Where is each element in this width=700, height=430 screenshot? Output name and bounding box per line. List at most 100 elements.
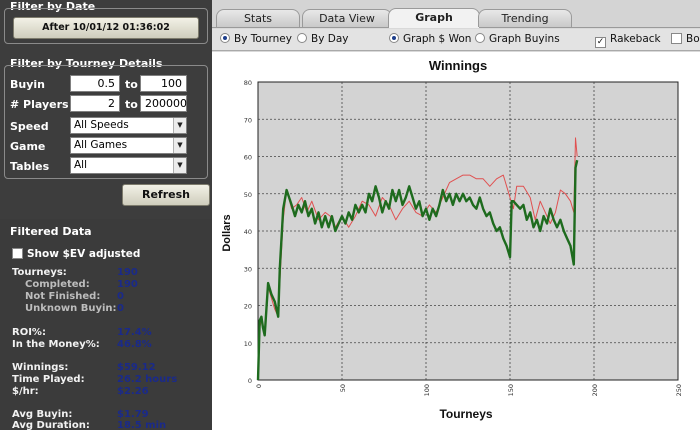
y-tick-label: 60	[244, 154, 252, 162]
stat-value-itm: 46.8%	[117, 339, 152, 350]
stat-value-per-hour: $2.26	[117, 386, 149, 397]
stat-label-avg-buyin: Avg Buyin:	[12, 409, 73, 420]
speed-label: Speed	[10, 120, 49, 133]
graph-panel: Stats Data View Graph Trending By Tourne…	[212, 0, 700, 430]
filtered-data-panel: Filtered Data Show $EV adjusted Tourneys…	[0, 219, 212, 430]
tab-stats[interactable]: Stats	[216, 9, 300, 27]
x-axis-label: Tourneys	[439, 407, 492, 421]
stat-label-tourneys: Tourneys:	[12, 267, 67, 278]
graph-won-label: Graph $ Won	[403, 33, 472, 45]
tab-trending[interactable]: Trending	[478, 9, 572, 27]
tab-data-view[interactable]: Data View	[302, 9, 392, 27]
rakeback-label: Rakeback	[610, 33, 661, 45]
dropdown-arrow-icon[interactable]: ▼	[173, 138, 186, 153]
graph-buyins-option[interactable]: Graph Buyins	[475, 33, 560, 45]
bonus-label: Bon	[686, 33, 700, 45]
stat-value-not-finished: 0	[117, 291, 124, 302]
y-tick-label: 70	[244, 116, 252, 124]
graph-won-option[interactable]: Graph $ Won	[389, 33, 471, 45]
stat-label-completed: Completed:	[25, 279, 90, 290]
buyin-to-label: to	[125, 78, 138, 91]
game-label: Game	[10, 140, 46, 153]
checkmark-icon[interactable]: ✓	[595, 37, 606, 48]
tab-graph[interactable]: Graph	[388, 8, 480, 28]
chart-area: Winnings Tourneys Dollars 0 10 20 30 40 50 60 7…	[212, 52, 700, 430]
buyin-label: Buyin	[10, 78, 45, 91]
y-tick-label: 40	[244, 228, 252, 236]
by-day-label: By Day	[311, 33, 349, 45]
stat-label-avg-duration: Avg Duration:	[12, 420, 90, 430]
stat-value-unknown-buyin: 0	[117, 303, 124, 314]
stat-value-tourneys: 190	[117, 267, 138, 278]
filter-sidebar: Filter by Date After 10/01/12 01:36:02 F…	[0, 0, 212, 430]
stat-label-per-hour: $/hr:	[12, 386, 39, 397]
y-tick-label: 10	[244, 340, 252, 348]
filter-date-title: Filter by Date	[10, 0, 96, 13]
y-tick-label: 80	[244, 79, 252, 87]
by-day-option[interactable]: By Day	[297, 33, 349, 45]
by-tourney-option[interactable]: By Tourney	[220, 33, 292, 45]
filter-details-title: Filter by Tourney Details	[10, 57, 163, 70]
date-filter-button[interactable]: After 10/01/12 01:36:02	[13, 17, 199, 39]
speed-select[interactable]: All Speeds ▼	[70, 117, 187, 134]
stats-background	[4, 259, 208, 430]
x-tick-label: 50	[339, 384, 347, 392]
radio-icon[interactable]	[297, 33, 307, 43]
y-axis-label: Dollars	[221, 214, 233, 251]
bonus-option[interactable]: Bon	[671, 33, 700, 45]
chart-title: Winnings	[429, 58, 487, 73]
players-label: # Players	[10, 98, 69, 111]
ev-checkbox[interactable]	[12, 248, 23, 259]
winnings-chart: Winnings Tourneys Dollars 0 10 20 30 40 50 60 7…	[221, 58, 683, 421]
tab-bar: Stats Data View Graph Trending	[212, 0, 700, 28]
y-tick-label: 20	[244, 303, 252, 311]
stat-label-time-played: Time Played:	[12, 374, 85, 385]
stat-value-avg-duration: 18.5 min	[117, 420, 167, 430]
stat-label-winnings: Winnings:	[12, 362, 69, 373]
stat-label-roi: ROI%:	[12, 327, 46, 338]
game-select[interactable]: All Games ▼	[70, 137, 187, 154]
ev-adjusted-toggle[interactable]: Show $EV adjusted	[12, 248, 140, 260]
radio-selected-icon[interactable]	[389, 33, 399, 43]
players-max-input[interactable]: 200000	[140, 95, 187, 112]
stat-value-time-played: 26.2 hours	[117, 374, 178, 385]
dropdown-arrow-icon[interactable]: ▼	[173, 158, 186, 173]
ev-label: Show $EV adjusted	[27, 248, 141, 260]
buyin-max-input[interactable]: 100	[140, 75, 187, 92]
y-tick-label: 0	[248, 377, 252, 385]
by-tourney-label: By Tourney	[234, 33, 292, 45]
tables-label: Tables	[10, 160, 50, 173]
x-tick-label: 150	[507, 384, 515, 396]
speed-value: All Speeds	[74, 119, 129, 131]
game-value: All Games	[74, 139, 128, 151]
x-tick-label: 250	[675, 384, 683, 396]
players-min-input[interactable]: 2	[70, 95, 120, 112]
players-to-label: to	[125, 98, 138, 111]
stat-label-unknown-buyin: Unknown Buyin:	[25, 303, 117, 314]
dropdown-arrow-icon[interactable]: ▼	[173, 118, 186, 133]
x-tick-label: 200	[591, 384, 599, 396]
stat-label-itm: In the Money%:	[12, 339, 100, 350]
stat-value-avg-buyin: $1.79	[117, 409, 149, 420]
stat-value-winnings: $59.12	[117, 362, 156, 373]
rakeback-option[interactable]: ✓ Rakeback	[595, 33, 661, 48]
filtered-data-title: Filtered Data	[10, 225, 92, 238]
stat-label-not-finished: Not Finished:	[25, 291, 101, 302]
y-tick-label: 50	[244, 191, 252, 199]
winnings-series-line	[256, 159, 579, 381]
tables-value: All	[74, 159, 88, 171]
buyin-min-input[interactable]: 0.5	[70, 75, 120, 92]
graph-options-bar: By Tourney By Day Graph $ Won Graph Buyi…	[212, 29, 700, 51]
filter-details-box	[4, 65, 208, 179]
x-tick-label: 100	[423, 384, 431, 396]
stat-value-completed: 190	[117, 279, 138, 290]
radio-icon[interactable]	[475, 33, 485, 43]
stat-value-roi: 17.4%	[117, 327, 152, 338]
tables-select[interactable]: All ▼	[70, 157, 187, 174]
y-tick-label: 30	[244, 265, 252, 273]
refresh-button[interactable]: Refresh	[122, 184, 210, 206]
radio-selected-icon[interactable]	[220, 33, 230, 43]
graph-buyins-label: Graph Buyins	[489, 33, 560, 45]
checkbox-icon[interactable]	[671, 33, 682, 44]
filter-date-box	[4, 8, 208, 44]
